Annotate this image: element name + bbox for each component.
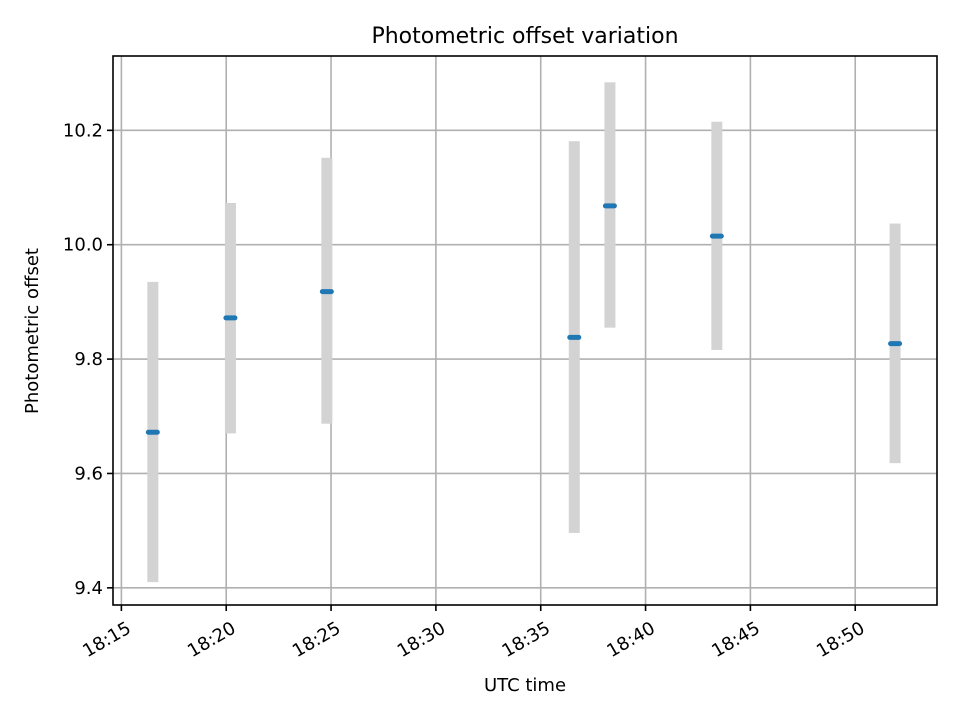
data-point — [223, 315, 238, 321]
data-point — [145, 429, 160, 435]
y-tick-label: 10.0 — [63, 235, 103, 256]
y-tick-label: 9.6 — [74, 463, 103, 484]
chart-title: Photometric offset variation — [371, 24, 678, 49]
point-layer — [145, 203, 903, 435]
x-tick-label: 18:20 — [184, 618, 239, 662]
plot-frame — [112, 55, 938, 606]
x-tick-label: 18:35 — [499, 618, 554, 662]
data-point — [602, 203, 617, 209]
x-tick-label: 18:25 — [289, 618, 344, 662]
x-axis-label: UTC time — [484, 675, 566, 696]
y-tick-label: 9.8 — [74, 349, 103, 370]
data-point — [319, 289, 334, 295]
x-tick-label: 18:50 — [813, 618, 868, 662]
data-point — [888, 341, 903, 347]
x-tick-label: 18:30 — [394, 618, 449, 662]
data-point — [709, 233, 724, 239]
y-tick-label: 9.4 — [74, 578, 103, 599]
y-tick-label: 10.2 — [63, 120, 103, 141]
tick-layer: 18:15 18:20 18:25 18:30 18:35 18:40 18:45 18:50… — [63, 120, 869, 662]
grid-layer — [113, 56, 937, 605]
errorbar-layer — [147, 82, 901, 583]
y-axis-label: Photometric offset — [22, 248, 43, 414]
x-tick-label: 18:45 — [708, 618, 763, 662]
x-tick-label: 18:15 — [79, 618, 134, 662]
x-tick-label: 18:40 — [603, 618, 658, 662]
data-point — [567, 334, 582, 340]
